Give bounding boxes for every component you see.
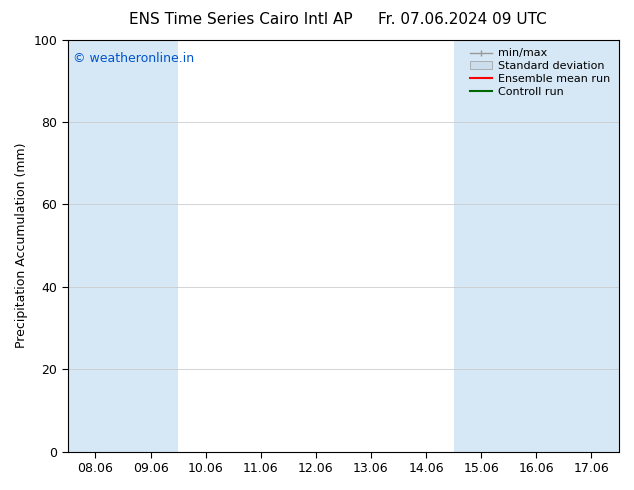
Bar	[508, 40, 564, 452]
Bar	[123, 40, 178, 452]
Bar	[454, 40, 508, 452]
Text: © weatheronline.in: © weatheronline.in	[74, 52, 195, 65]
Bar	[68, 40, 123, 452]
Bar	[564, 40, 619, 452]
Legend: min/max, Standard deviation, Ensemble mean run, Controll run: min/max, Standard deviation, Ensemble me…	[467, 45, 614, 100]
Text: ENS Time Series Cairo Intl AP: ENS Time Series Cairo Intl AP	[129, 12, 353, 27]
Text: Fr. 07.06.2024 09 UTC: Fr. 07.06.2024 09 UTC	[378, 12, 547, 27]
Y-axis label: Precipitation Accumulation (mm): Precipitation Accumulation (mm)	[15, 143, 28, 348]
